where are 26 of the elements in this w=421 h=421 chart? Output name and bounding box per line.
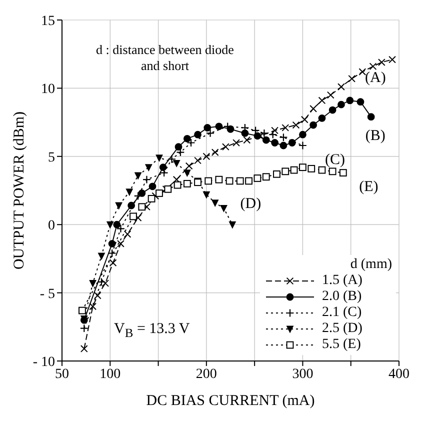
y-tick-label: 15 (41, 14, 55, 29)
y-axis-title: OUTPUT POWER (dBm) (11, 111, 28, 270)
y-tick-label: 5 (48, 150, 55, 166)
x-tick-label: 300 (292, 366, 314, 382)
legend-label: 5.5 (E) (322, 337, 361, 353)
annotation: (B) (365, 128, 386, 144)
annotation: (C) (324, 152, 345, 168)
annotation: (A) (364, 70, 386, 86)
annotation: (E) (359, 179, 378, 196)
y-tick-label: - 5 (40, 286, 55, 302)
y-tick-label: 10 (41, 82, 55, 98)
annotation: (D) (240, 196, 262, 212)
x-axis-title: DC BIAS CURRENT (mA) (146, 393, 315, 409)
legend-label: 2.5 (D) (322, 321, 362, 337)
x-tick-label: 50 (55, 366, 69, 382)
x-tick-label: 200 (196, 366, 217, 382)
legend-label: 2.0 (B) (322, 289, 362, 305)
x-tick-label: 400 (388, 366, 410, 382)
annotation: d : distance between diode and short (95, 42, 235, 74)
x-tick-label: 100 (100, 366, 121, 382)
annotation: V$_{B}$ = 13.3 V (114, 321, 190, 341)
legend-label: 2.1 (C) (322, 305, 362, 321)
legend-title: d (mm) (349, 257, 392, 273)
y-tick-label: - 10 (32, 354, 55, 370)
y-tick-label: 0 (48, 218, 55, 234)
legend-label: 1.5 (A) (322, 273, 362, 289)
